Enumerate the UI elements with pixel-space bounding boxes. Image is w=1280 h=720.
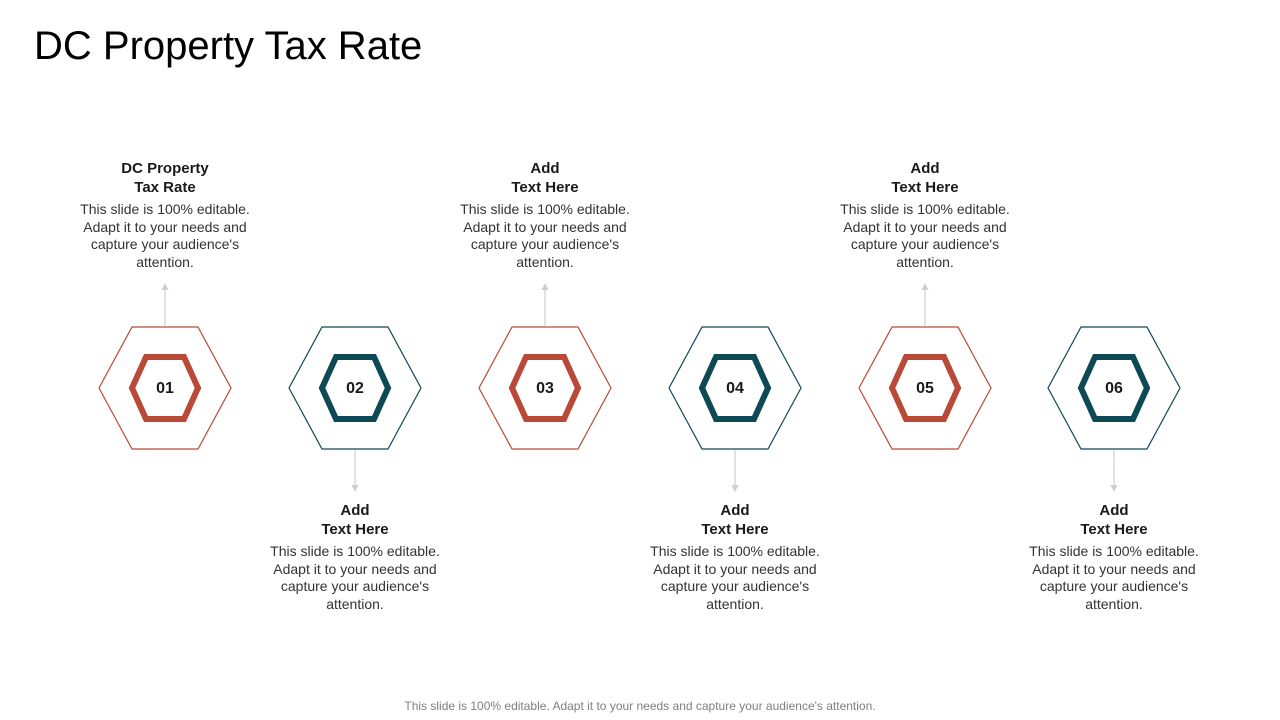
arrow-up-icon bbox=[541, 283, 549, 290]
step-title-line1: Add bbox=[530, 160, 560, 177]
step-title-2: Add Text Here bbox=[270, 501, 440, 539]
step-title-line1: Add bbox=[910, 160, 940, 177]
step-number-3: 03 bbox=[536, 380, 554, 397]
step-body-6: This slide is 100% editable. Adapt it to… bbox=[1029, 543, 1199, 612]
arrow-down-icon bbox=[351, 485, 359, 492]
step-text-6: Add Text Here This slide is 100% editabl… bbox=[1029, 501, 1199, 613]
footer-note: This slide is 100% editable. Adapt it to… bbox=[404, 699, 876, 713]
outer-hexagon bbox=[288, 326, 422, 450]
step-text-2: Add Text Here This slide is 100% editabl… bbox=[270, 501, 440, 613]
arrow-up-icon bbox=[161, 283, 169, 290]
step-title-line2: Text Here bbox=[1080, 521, 1148, 538]
step-title-3: Add Text Here bbox=[460, 159, 630, 197]
step-text-3: Add Text Here This slide is 100% editabl… bbox=[460, 159, 630, 271]
inner-hexagon bbox=[318, 354, 392, 422]
step-text-5: Add Text Here This slide is 100% editabl… bbox=[840, 159, 1010, 271]
inner-hexagon bbox=[888, 354, 962, 422]
inner-hexagon bbox=[128, 354, 202, 422]
step-body-2: This slide is 100% editable. Adapt it to… bbox=[270, 543, 440, 612]
step-title-1: DC Property Tax Rate bbox=[80, 159, 250, 197]
step-number-5: 05 bbox=[916, 380, 934, 397]
step-body-1: This slide is 100% editable. Adapt it to… bbox=[80, 201, 250, 270]
step-body-3: This slide is 100% editable. Adapt it to… bbox=[460, 201, 630, 270]
step-text-4: Add Text Here This slide is 100% editabl… bbox=[650, 501, 820, 613]
outer-hexagon bbox=[1047, 326, 1181, 450]
step-title-line2: Text Here bbox=[321, 521, 389, 538]
arrow-down-icon bbox=[731, 485, 739, 492]
step-title-4: Add Text Here bbox=[650, 501, 820, 539]
step-title-line2: Text Here bbox=[891, 179, 959, 196]
step-title-line2: Tax Rate bbox=[134, 179, 196, 196]
arrow-up-icon bbox=[921, 283, 929, 290]
arrow-down-icon bbox=[1110, 485, 1118, 492]
outer-hexagon bbox=[478, 326, 612, 450]
step-title-line2: Text Here bbox=[511, 179, 579, 196]
step-title-line2: Text Here bbox=[701, 521, 769, 538]
step-body-5: This slide is 100% editable. Adapt it to… bbox=[840, 201, 1010, 270]
step-title-line1: Add bbox=[720, 502, 750, 519]
step-title-5: Add Text Here bbox=[840, 159, 1010, 197]
step-title-line1: DC Property bbox=[121, 160, 209, 177]
step-body-4: This slide is 100% editable. Adapt it to… bbox=[650, 543, 820, 612]
outer-hexagon bbox=[858, 326, 992, 450]
step-title-6: Add Text Here bbox=[1029, 501, 1199, 539]
step-number-1: 01 bbox=[156, 380, 174, 397]
step-number-4: 04 bbox=[726, 380, 744, 397]
inner-hexagon bbox=[508, 354, 582, 422]
step-title-line1: Add bbox=[1099, 502, 1129, 519]
step-title-line1: Add bbox=[340, 502, 370, 519]
slide-title: DC Property Tax Rate bbox=[34, 24, 423, 68]
step-number-6: 06 bbox=[1105, 380, 1123, 397]
outer-hexagon bbox=[98, 326, 232, 450]
step-text-1: DC Property Tax Rate This slide is 100% … bbox=[80, 159, 250, 271]
inner-hexagon bbox=[1077, 354, 1151, 422]
step-number-2: 02 bbox=[346, 380, 364, 397]
inner-hexagon bbox=[698, 354, 772, 422]
outer-hexagon bbox=[668, 326, 802, 450]
